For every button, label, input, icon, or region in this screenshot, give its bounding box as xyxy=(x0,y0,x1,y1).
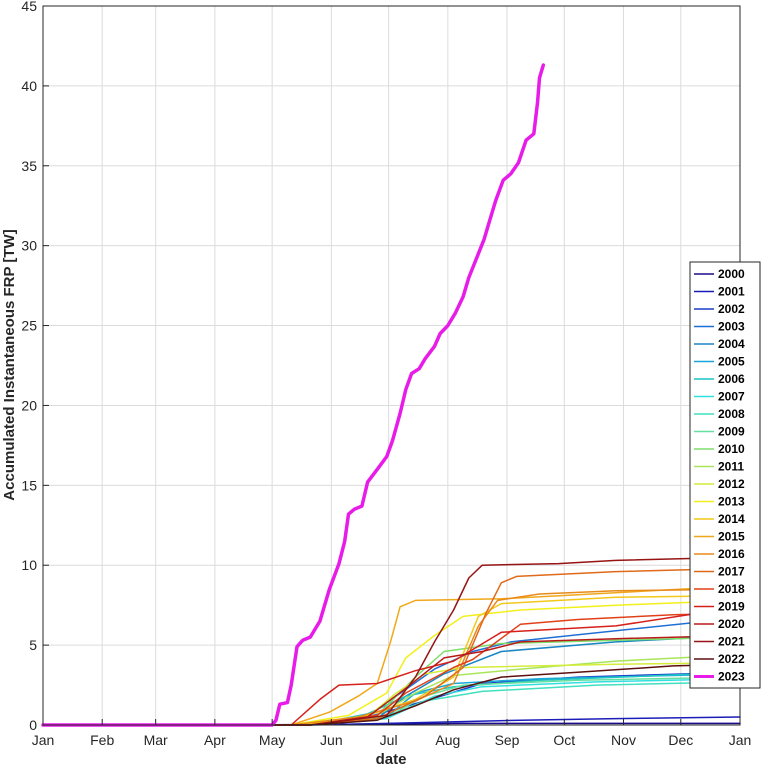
series-lines xyxy=(41,63,741,727)
legend-label: 2013 xyxy=(718,495,745,509)
legend-label: 2020 xyxy=(718,617,745,631)
legend-label: 2006 xyxy=(718,372,745,386)
y-tick-label: 40 xyxy=(21,78,37,94)
legend-label: 2000 xyxy=(718,267,745,281)
series-line-2013 xyxy=(42,599,741,726)
legend-label: 2003 xyxy=(718,320,745,334)
y-tick-label: 45 xyxy=(21,0,37,14)
legend-label: 2005 xyxy=(718,355,745,369)
y-tick-label: 20 xyxy=(21,397,37,413)
x-tick-label: Nov xyxy=(611,732,636,748)
x-tick-label: May xyxy=(259,732,285,748)
y-tick-label: 15 xyxy=(21,477,37,493)
series-line-2022 xyxy=(42,663,741,726)
x-tick-label: Jan xyxy=(729,732,752,748)
legend-label: 2015 xyxy=(718,530,745,544)
x-tick-label: Jul xyxy=(380,732,398,748)
legend-label: 2019 xyxy=(718,600,745,614)
legend-label: 2007 xyxy=(718,390,745,404)
x-tick-label: Mar xyxy=(144,732,168,748)
x-tick-label: Oct xyxy=(553,732,575,748)
x-tick-label: Aug xyxy=(435,732,460,748)
legend-label: 2018 xyxy=(718,582,745,596)
y-tick-label: 30 xyxy=(21,238,37,254)
legend: 2000 2001 2002 2003 2004 2005 2006 2007 2008 2009… xyxy=(689,261,761,689)
legend-label: 2001 xyxy=(718,285,745,299)
series-line-2019 xyxy=(42,606,741,726)
y-axis-label: Accumulated Instantaneous FRP [TW] xyxy=(1,229,18,500)
x-tick-label: Sep xyxy=(495,732,520,748)
x-tick-label: Jun xyxy=(320,732,343,748)
x-axis-label: date xyxy=(376,751,407,768)
legend-label: 2022 xyxy=(718,652,745,666)
legend-label: 2012 xyxy=(718,477,745,491)
legend-label: 2014 xyxy=(718,512,745,526)
y-tick-label: 35 xyxy=(21,158,37,174)
y-tick-label: 25 xyxy=(21,318,37,334)
legend-label: 2016 xyxy=(718,547,745,561)
x-tick-label: Jan xyxy=(32,732,55,748)
x-tick-label: Feb xyxy=(90,732,114,748)
series-line-2021 xyxy=(42,556,741,726)
series-line-2023 xyxy=(41,63,546,727)
legend-label: 2023 xyxy=(718,670,745,684)
legend-label: 2008 xyxy=(718,407,745,421)
legend-label: 2021 xyxy=(718,635,745,649)
x-axis-ticks: Jan Feb Mar Apr May Jun Jul Aug Sep Oct Nov Dec Jan xyxy=(32,719,752,748)
legend-label: 2011 xyxy=(718,460,744,474)
legend-label: 2009 xyxy=(718,425,745,439)
legend-label: 2010 xyxy=(718,442,745,456)
legend-label: 2002 xyxy=(718,302,745,316)
y-tick-label: 5 xyxy=(29,637,37,653)
series-line-2017 xyxy=(42,567,741,726)
y-tick-label: 10 xyxy=(21,557,37,573)
legend-label: 2017 xyxy=(718,565,745,579)
legend-box xyxy=(689,261,761,689)
x-tick-label: Dec xyxy=(668,732,693,748)
y-axis-ticks: 0 5 10 15 20 25 30 35 40 45 xyxy=(21,0,49,733)
x-tick-label: Apr xyxy=(204,732,226,748)
legend-label: 2004 xyxy=(718,337,745,351)
y-tick-label: 0 xyxy=(29,717,37,733)
